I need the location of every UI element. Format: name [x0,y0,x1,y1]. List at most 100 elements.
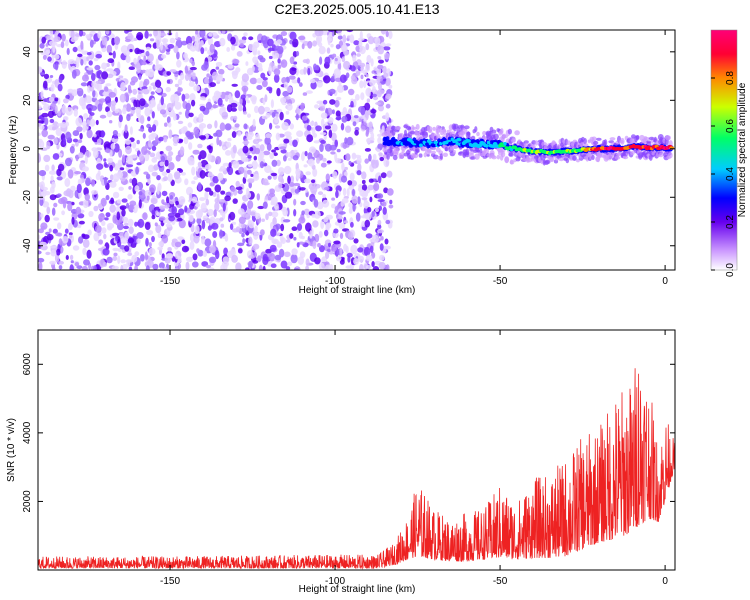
noise-speckle [336,30,342,34]
noise-speckle [129,200,137,207]
noise-speckle [124,222,129,226]
noise-speckle [124,139,132,145]
noise-speckle [334,57,338,62]
snr-x-ticks: -150 -100 -50 0 [160,330,668,587]
noise-speckle [270,201,275,206]
noise-speckle [328,242,331,248]
noise-speckle [303,164,308,168]
noise-speckle [184,73,190,81]
noise-speckle [375,43,379,48]
noise-speckle [120,237,128,244]
spectrogram-marks [38,30,675,270]
noise-speckle [193,205,197,210]
noise-speckle [380,30,387,35]
noise-speckle [191,196,198,203]
noise-speckle [178,219,186,229]
noise-speckle [227,137,232,142]
noise-speckle [245,95,249,102]
noise-speckle [366,98,371,103]
noise-speckle [313,140,321,144]
noise-speckle [348,202,354,208]
noise-speckle [180,72,185,80]
noise-speckle [151,111,155,119]
noise-speckle [298,231,303,239]
noise-speckle [252,173,260,181]
noise-speckle [360,122,368,130]
noise-speckle [274,125,281,129]
noise-speckle [307,40,313,49]
noise-speckle [284,131,292,137]
noise-speckle [343,243,348,252]
noise-speckle [295,113,299,121]
noise-speckle [89,86,95,92]
noise-speckle [262,77,268,81]
noise-speckle [112,247,119,252]
noise-speckle [139,98,146,107]
noise-speckle [44,214,50,223]
noise-speckle [49,30,54,37]
noise-speckle [389,199,393,205]
noise-speckle [290,188,295,193]
noise-speckle [265,133,272,139]
noise-speckle [347,180,353,186]
noise-speckle [205,101,212,110]
noise-speckle [191,180,196,185]
noise-speckle [329,88,336,95]
noise-speckle [156,175,161,181]
noise-speckle [38,261,43,270]
noise-speckle [83,58,87,66]
signal-halo [474,126,478,133]
noise-speckle [82,199,89,209]
noise-speckle [89,118,96,127]
chart-title: C2E3.2025.005.10.41.E13 [274,1,439,17]
noise-speckle [202,250,208,257]
noise-speckle [220,190,226,195]
noise-speckle [364,219,371,228]
noise-speckle [363,69,367,76]
noise-speckle [355,71,361,76]
noise-speckle [282,208,289,217]
snr-series [38,368,675,570]
noise-speckle [120,82,126,92]
noise-speckle [145,237,149,247]
noise-speckle [109,204,116,213]
noise-speckle [121,209,126,217]
noise-speckle [104,176,108,186]
signal-halo [489,154,496,159]
noise-speckle [123,225,129,230]
noise-speckle [142,212,148,221]
noise-speckle [331,197,335,201]
noise-speckle [85,177,91,187]
noise-speckle [358,39,363,49]
noise-speckle [197,161,202,168]
noise-speckle [176,59,182,68]
noise-speckle [281,121,289,131]
noise-speckle [207,208,215,217]
noise-speckle [61,104,67,114]
signal-halo [565,158,570,164]
noise-speckle [62,137,67,146]
noise-speckle [95,53,102,59]
noise-speckle [313,198,319,208]
signal-halo [405,150,411,155]
noise-speckle [193,126,200,135]
noise-speckle [328,37,333,42]
noise-speckle [158,216,166,221]
signal-core [503,141,507,146]
noise-speckle [240,153,246,162]
noise-speckle [264,165,272,174]
noise-speckle [365,63,371,72]
signal-halo [572,155,577,161]
noise-speckle [336,96,342,101]
noise-speckle [307,158,315,167]
noise-speckle [117,159,123,167]
noise-speckle [82,247,87,256]
noise-speckle [51,181,56,189]
noise-speckle [378,152,383,157]
noise-speckle [113,134,118,139]
noise-speckle [254,212,261,220]
noise-speckle [157,103,161,112]
colorbar-tick-label: 0.8 [725,71,736,85]
signal-halo [609,137,616,141]
noise-speckle [69,234,73,239]
